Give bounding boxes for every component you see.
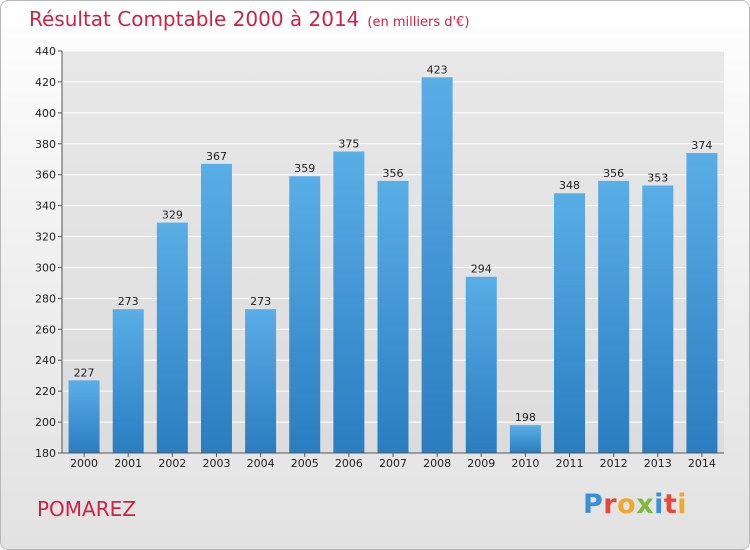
y-tick-label: 320	[35, 231, 56, 244]
x-tick-label: 2007	[379, 457, 407, 470]
data-label: 273	[118, 295, 139, 308]
bar	[245, 309, 277, 453]
bar	[289, 176, 321, 453]
town-name: POMAREZ	[37, 497, 136, 521]
axes-group	[58, 50, 724, 457]
x-tick-label: 2011	[556, 457, 584, 470]
data-label: 356	[603, 167, 624, 180]
data-label: 329	[162, 209, 183, 222]
y-tick-label: 200	[35, 416, 56, 429]
y-tick-label: 180	[35, 447, 56, 460]
logo-letter: x	[636, 489, 655, 520]
data-label: 198	[515, 411, 536, 424]
data-label: 423	[427, 63, 448, 76]
logo-letter: t	[663, 489, 678, 520]
data-label: 227	[74, 366, 95, 379]
x-tick-label: 2003	[202, 457, 230, 470]
logo-letter: i	[677, 489, 688, 520]
y-tick-label: 400	[35, 107, 56, 120]
bar	[68, 380, 100, 453]
title-block: Résultat Comptable 2000 à 2014 (en millie…	[29, 7, 469, 31]
logo-letter: i	[654, 489, 664, 520]
x-tick-label: 2009	[467, 457, 495, 470]
labels-group: 180 200 220 240 260 280 300 320 340 360 380 400 420 4…	[35, 45, 716, 470]
bar	[509, 425, 541, 453]
data-label: 367	[206, 150, 227, 163]
x-tick-label: 2004	[247, 457, 275, 470]
bar	[598, 180, 630, 453]
x-tick-label: 2001	[114, 457, 142, 470]
x-tick-label: 2014	[688, 457, 716, 470]
logo-letter: o	[617, 489, 637, 520]
proxiti-logo: Proxiti	[583, 489, 687, 520]
x-tick-label: 2006	[335, 457, 363, 470]
y-tick-label: 300	[35, 261, 56, 274]
bars-group	[68, 77, 718, 454]
logo-letter: P	[583, 489, 604, 520]
y-tick-label: 240	[35, 354, 56, 367]
y-tick-label: 380	[35, 138, 56, 151]
bar	[112, 309, 144, 453]
y-tick-label: 260	[35, 323, 56, 336]
x-tick-label: 2000	[70, 457, 98, 470]
y-tick-label: 360	[35, 169, 56, 182]
x-tick-label: 2005	[291, 457, 319, 470]
bar	[686, 153, 718, 454]
y-tick-label: 280	[35, 292, 56, 305]
y-tick-label: 220	[35, 385, 56, 398]
data-label: 294	[471, 263, 492, 276]
data-label: 374	[691, 139, 712, 152]
chart-title: Résultat Comptable 2000 à 2014	[29, 7, 360, 31]
x-tick-label: 2013	[644, 457, 672, 470]
data-label: 273	[250, 295, 271, 308]
y-tick-label: 340	[35, 200, 56, 213]
x-tick-label: 2002	[158, 457, 186, 470]
bar	[156, 222, 188, 453]
x-tick-label: 2008	[423, 457, 451, 470]
x-tick-label: 2010	[511, 457, 539, 470]
chart-subtitle: (en milliers d'€)	[367, 15, 470, 30]
bar	[642, 185, 674, 453]
data-label: 359	[294, 162, 315, 175]
bar	[333, 151, 365, 453]
data-label: 375	[338, 138, 359, 151]
data-label: 356	[383, 167, 404, 180]
y-tick-label: 440	[35, 45, 56, 58]
bar	[377, 180, 409, 453]
data-label: 353	[647, 172, 668, 185]
logo-letter: r	[603, 489, 618, 520]
bar	[465, 276, 497, 453]
x-tick-label: 2012	[600, 457, 628, 470]
bar	[200, 163, 232, 453]
bar	[554, 193, 586, 453]
data-label: 348	[559, 179, 580, 192]
y-tick-label: 420	[35, 76, 56, 89]
bar	[421, 77, 453, 454]
